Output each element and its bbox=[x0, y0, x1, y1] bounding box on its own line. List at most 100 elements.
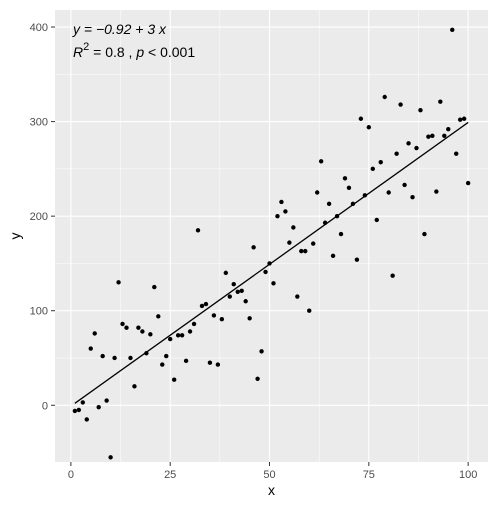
data-point bbox=[394, 151, 399, 156]
y-axis-ticks: 0 100 200 300 400 bbox=[30, 22, 55, 412]
r2-superscript: 2 bbox=[83, 41, 89, 53]
data-point bbox=[156, 314, 161, 319]
data-point bbox=[132, 384, 137, 389]
data-point bbox=[183, 358, 189, 364]
grid-major bbox=[55, 10, 488, 462]
x-axis-label: x bbox=[268, 482, 275, 498]
data-point bbox=[168, 336, 173, 342]
data-point bbox=[227, 294, 232, 299]
data-point bbox=[76, 407, 82, 413]
data-point bbox=[311, 241, 316, 246]
y-tick-label: 0 bbox=[42, 400, 48, 412]
data-point bbox=[402, 182, 407, 188]
data-point bbox=[318, 159, 324, 164]
data-point bbox=[211, 313, 217, 318]
y-tick-label: 100 bbox=[30, 306, 48, 318]
data-point bbox=[84, 417, 89, 422]
x-tick-label: 75 bbox=[363, 469, 375, 481]
data-point bbox=[390, 273, 395, 278]
data-point bbox=[378, 160, 383, 165]
data-point bbox=[465, 180, 471, 186]
data-point bbox=[80, 400, 86, 405]
data-point bbox=[342, 176, 348, 181]
data-point bbox=[291, 225, 296, 230]
data-point bbox=[235, 289, 240, 294]
data-point bbox=[108, 455, 113, 460]
data-point bbox=[251, 245, 256, 250]
data-point bbox=[326, 201, 332, 207]
equation-text: y = −0.92 + 3 x bbox=[72, 21, 167, 37]
x-tick-label: 50 bbox=[263, 469, 275, 481]
data-point bbox=[179, 333, 185, 338]
data-point bbox=[175, 333, 181, 338]
data-point bbox=[112, 355, 117, 361]
data-point bbox=[330, 253, 336, 259]
y-tick-label: 200 bbox=[30, 211, 48, 223]
x-axis-ticks: 0 25 50 75 100 bbox=[68, 462, 477, 481]
data-point bbox=[454, 151, 459, 156]
data-point bbox=[461, 116, 467, 121]
y-tick-label: 400 bbox=[30, 22, 48, 34]
data-point bbox=[100, 353, 105, 359]
data-point bbox=[410, 195, 415, 200]
data-point bbox=[338, 231, 344, 237]
data-point bbox=[346, 185, 352, 190]
data-point bbox=[259, 349, 264, 354]
data-point bbox=[199, 303, 205, 309]
plot-panel bbox=[55, 10, 488, 462]
data-point bbox=[275, 213, 280, 219]
data-point bbox=[426, 134, 431, 139]
data-point bbox=[223, 270, 229, 276]
data-point bbox=[136, 325, 141, 330]
y-axis-label: y bbox=[7, 233, 23, 240]
p-value: < 0.001 bbox=[144, 44, 195, 60]
data-point bbox=[434, 189, 439, 194]
data-point bbox=[263, 269, 268, 275]
data-point bbox=[92, 331, 97, 336]
p-label: p bbox=[135, 44, 144, 60]
data-point bbox=[382, 94, 387, 100]
data-point bbox=[422, 231, 427, 237]
data-point bbox=[446, 126, 451, 132]
data-point bbox=[386, 190, 391, 195]
r2-label: R bbox=[73, 44, 83, 60]
data-point bbox=[374, 217, 379, 223]
data-point bbox=[307, 308, 312, 313]
data-point bbox=[148, 332, 153, 337]
data-point bbox=[442, 133, 447, 138]
data-point bbox=[314, 190, 320, 195]
data-point bbox=[271, 281, 276, 286]
data-point bbox=[160, 362, 165, 367]
data-point bbox=[116, 280, 121, 285]
data-point bbox=[191, 321, 197, 327]
data-point bbox=[104, 398, 109, 403]
data-point bbox=[414, 145, 419, 151]
data-point bbox=[279, 199, 284, 205]
data-point bbox=[370, 166, 375, 172]
data-point bbox=[366, 125, 372, 130]
data-point bbox=[231, 282, 236, 287]
data-point bbox=[128, 355, 133, 361]
data-point bbox=[287, 240, 292, 245]
data-point bbox=[358, 116, 364, 121]
regression-stats: R2 = 0.8 , p < 0.001 bbox=[73, 41, 195, 60]
data-point bbox=[457, 117, 463, 122]
data-point bbox=[203, 301, 209, 307]
y-tick-label: 300 bbox=[30, 117, 48, 129]
data-point bbox=[120, 321, 125, 327]
data-point bbox=[140, 329, 145, 334]
x-tick-label: 0 bbox=[68, 469, 74, 481]
data-point bbox=[195, 228, 201, 233]
data-point bbox=[207, 360, 213, 365]
data-point bbox=[438, 99, 443, 104]
data-point bbox=[215, 362, 221, 367]
data-point bbox=[354, 257, 360, 262]
data-point bbox=[171, 377, 177, 382]
data-point bbox=[247, 316, 252, 321]
data-point bbox=[303, 248, 308, 254]
data-point bbox=[164, 353, 169, 359]
x-tick-label: 25 bbox=[164, 469, 176, 481]
data-point bbox=[283, 209, 288, 214]
